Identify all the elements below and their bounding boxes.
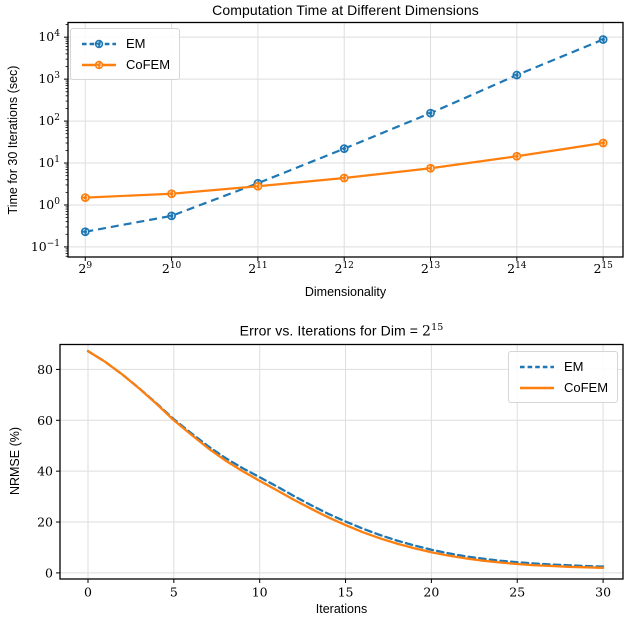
cofem-markers — [80, 138, 608, 202]
svg-text:213: 213 — [421, 261, 441, 276]
bottom-chart-title-text: Error vs. Iterations for Dim = — [239, 322, 423, 339]
svg-text:210: 210 — [162, 261, 182, 276]
svg-text:10: 10 — [252, 585, 268, 600]
em-dashed-line-icon — [520, 365, 554, 368]
cofem-curve — [86, 349, 605, 569]
svg-text:215: 215 — [593, 261, 613, 276]
svg-text:20: 20 — [37, 515, 53, 530]
svg-text:80: 80 — [37, 362, 53, 377]
bottom-ticks — [56, 368, 604, 583]
top-legend-item-em: EM — [80, 33, 170, 54]
top-x-tick-labels: 29 210 211 212 213 214 215 — [78, 261, 613, 276]
top-chart-legend: EM CoFEM — [70, 28, 181, 80]
bottom-legend-label-cofem: CoFEM — [564, 380, 609, 395]
cofem-solid-line-marker-icon — [82, 60, 116, 69]
top-ticks — [64, 24, 604, 261]
cofem-solid-line-icon — [520, 386, 554, 389]
svg-text:20: 20 — [423, 585, 439, 600]
top-legend-item-cofem: CoFEM — [80, 54, 170, 75]
bottom-chart-plot-area: 0 5 10 15 20 25 30 0 20 40 60 80 — [37, 343, 624, 600]
svg-text:5: 5 — [170, 585, 178, 600]
svg-text:103: 103 — [38, 71, 60, 86]
em-dashed-line-marker-icon — [82, 39, 116, 48]
top-y-tick-labels: 10−1 100 101 102 103 104 — [31, 29, 60, 254]
top-axes-frame — [67, 21, 624, 258]
svg-text:100: 100 — [38, 197, 60, 212]
em-markers — [80, 35, 608, 237]
top-legend-label-cofem: CoFEM — [126, 57, 171, 72]
svg-text:0: 0 — [45, 565, 53, 580]
svg-text:15: 15 — [338, 585, 354, 600]
svg-text:104: 104 — [38, 29, 60, 44]
svg-text:101: 101 — [38, 155, 60, 170]
bottom-chart-legend: EM CoFEM — [508, 351, 619, 403]
top-chart-title: Computation Time at Different Dimensions — [212, 2, 479, 18]
svg-text:29: 29 — [78, 261, 92, 276]
bottom-chart-title-math-exponent: 15 — [431, 322, 444, 333]
bottom-legend-label-em: EM — [564, 359, 584, 374]
top-chart-xlabel: Dimensionality — [304, 285, 387, 299]
bottom-chart-xlabel: Iterations — [315, 602, 368, 616]
svg-text:211: 211 — [248, 261, 267, 276]
svg-text:40: 40 — [37, 464, 53, 479]
bottom-legend-item-em: EM — [518, 356, 608, 377]
bottom-legend-item-cofem: CoFEM — [518, 377, 608, 398]
svg-text:30: 30 — [595, 585, 611, 600]
svg-text:214: 214 — [507, 261, 527, 276]
bottom-chart-title: Error vs. Iterations for Dim = 215 — [60, 319, 623, 341]
svg-text:0: 0 — [84, 585, 92, 600]
svg-text:102: 102 — [38, 113, 60, 128]
svg-text:10−1: 10−1 — [31, 239, 60, 254]
svg-text:212: 212 — [335, 261, 354, 276]
svg-text:60: 60 — [37, 413, 53, 428]
bottom-y-tick-labels: 0 20 40 60 80 — [37, 362, 53, 580]
bottom-chart-title-math-base: 2 — [422, 323, 432, 340]
svg-text:25: 25 — [509, 585, 525, 600]
bottom-axes-frame — [59, 343, 624, 580]
top-legend-label-em: EM — [126, 36, 146, 51]
bottom-x-tick-labels: 0 5 10 15 20 25 30 — [84, 585, 611, 600]
